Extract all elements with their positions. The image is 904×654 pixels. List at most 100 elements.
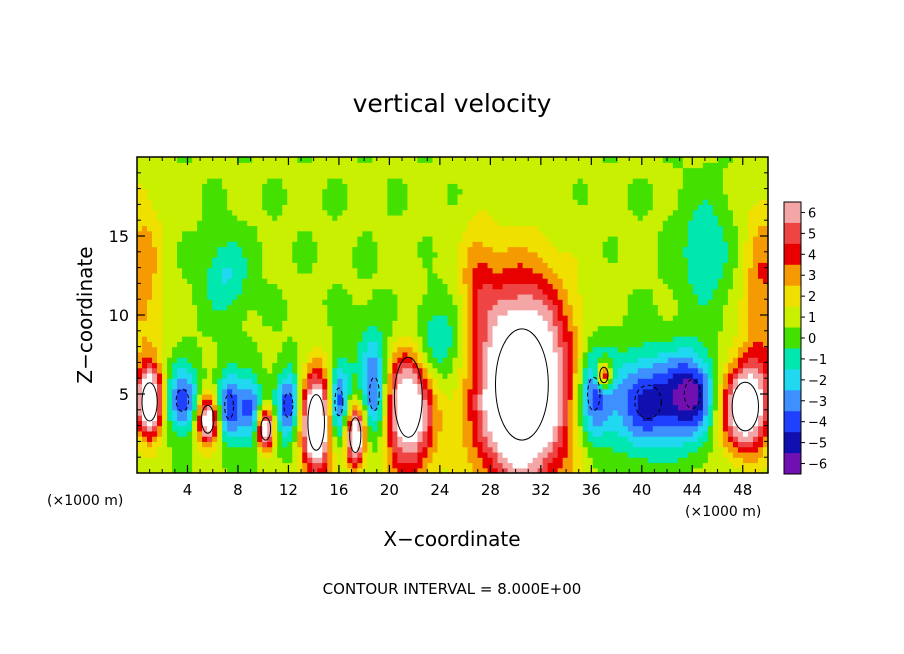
- field-cell: [277, 278, 283, 284]
- field-cell: [277, 425, 283, 432]
- field-cell: [457, 172, 464, 179]
- field-cell: [377, 246, 383, 253]
- field-cell: [297, 209, 303, 216]
- field-cell: [227, 204, 233, 211]
- field-cell: [487, 436, 494, 442]
- field-cell: [467, 325, 474, 332]
- field-cell: [362, 262, 368, 269]
- field-cell: [532, 394, 539, 400]
- field-cell: [197, 325, 203, 332]
- field-cell: [292, 378, 298, 385]
- field-cell: [477, 383, 484, 390]
- field-cell: [247, 415, 253, 421]
- field-cell: [162, 409, 168, 416]
- field-cell: [167, 220, 173, 227]
- field-cell: [177, 299, 183, 306]
- field-cell: [352, 462, 358, 469]
- field-cell: [352, 230, 358, 237]
- field-cell: [197, 262, 203, 269]
- field-cell: [247, 409, 253, 416]
- field-cell: [532, 467, 539, 473]
- field-cell: [442, 362, 449, 369]
- field-cell: [377, 404, 383, 411]
- field-cell: [432, 357, 439, 363]
- field-cell: [217, 330, 223, 337]
- field-cell: [412, 451, 419, 458]
- field-cell: [302, 193, 308, 200]
- field-cell: [267, 436, 273, 442]
- field-cell: [327, 236, 333, 242]
- field-cell: [177, 220, 183, 227]
- field-cell: [282, 220, 288, 227]
- field-cell: [472, 209, 479, 216]
- field-cell: [462, 330, 469, 337]
- field-cell: [142, 404, 148, 411]
- field-cell: [197, 172, 203, 179]
- field-cell: [527, 467, 534, 473]
- field-cell: [522, 236, 529, 242]
- field-cell: [192, 209, 198, 216]
- field-cell: [482, 351, 489, 358]
- field-cell: [307, 257, 313, 263]
- field-cell: [502, 183, 509, 190]
- field-cell: [362, 399, 368, 406]
- field-cell: [197, 278, 203, 284]
- field-cell: [532, 425, 539, 432]
- field-cell: [387, 257, 394, 263]
- field-cell: [302, 441, 308, 448]
- field-cell: [172, 214, 178, 221]
- field-cell: [262, 388, 268, 395]
- field-cell: [417, 304, 424, 311]
- field-cell: [272, 399, 278, 406]
- field-cell: [342, 241, 348, 248]
- field-cell: [177, 172, 183, 179]
- field-cell: [237, 293, 243, 300]
- field-cell: [482, 272, 489, 279]
- field-cell: [327, 341, 333, 348]
- field-cell: [207, 246, 213, 253]
- field-cell: [412, 267, 419, 274]
- field-cell: [337, 251, 343, 258]
- field-cell: [147, 257, 153, 263]
- field-cell: [277, 436, 283, 442]
- field-cell: [342, 315, 348, 321]
- field-cell: [217, 225, 223, 232]
- field-cell: [347, 157, 353, 163]
- field-cell: [357, 320, 363, 327]
- field-cell: [367, 220, 373, 227]
- field-cell: [212, 299, 218, 306]
- field-cell: [302, 388, 308, 395]
- field-cell: [392, 162, 399, 169]
- field-cell: [232, 462, 238, 469]
- field-cell: [217, 457, 223, 464]
- field-cell: [522, 167, 529, 174]
- field-cell: [412, 225, 419, 232]
- field-cell: [502, 430, 509, 437]
- field-cell: [417, 404, 424, 411]
- field-cell: [227, 293, 233, 300]
- field-cell: [247, 172, 253, 179]
- field-cell: [392, 346, 399, 353]
- field-cell: [547, 446, 554, 453]
- field-cell: [147, 304, 153, 311]
- field-cell: [192, 299, 198, 306]
- field-cell: [377, 320, 383, 327]
- field-cell: [412, 362, 419, 369]
- field-cell: [257, 262, 263, 269]
- field-cell: [167, 257, 173, 263]
- field-cell: [402, 241, 409, 248]
- field-cell: [487, 304, 494, 311]
- field-cell: [347, 272, 353, 279]
- field-cell: [232, 236, 238, 242]
- field-cell: [497, 315, 504, 321]
- field-cell: [272, 336, 278, 342]
- field-cell: [537, 299, 544, 306]
- field-cell: [392, 315, 399, 321]
- field-cell: [427, 241, 434, 248]
- field-cell: [272, 346, 278, 353]
- field-cell: [202, 241, 208, 248]
- field-cell: [272, 251, 278, 258]
- field-cell: [317, 378, 323, 385]
- field-cell: [152, 214, 158, 221]
- field-cell: [282, 209, 288, 216]
